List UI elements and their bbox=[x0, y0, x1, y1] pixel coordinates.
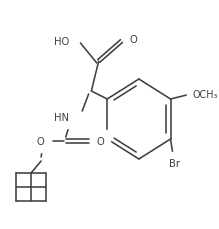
Text: OCH₃: OCH₃ bbox=[193, 90, 218, 100]
Text: O: O bbox=[97, 136, 105, 146]
Text: HN: HN bbox=[55, 112, 69, 123]
Text: Br: Br bbox=[169, 158, 180, 168]
Text: O: O bbox=[36, 136, 44, 146]
Text: HO: HO bbox=[54, 37, 69, 47]
Text: O: O bbox=[130, 35, 138, 45]
